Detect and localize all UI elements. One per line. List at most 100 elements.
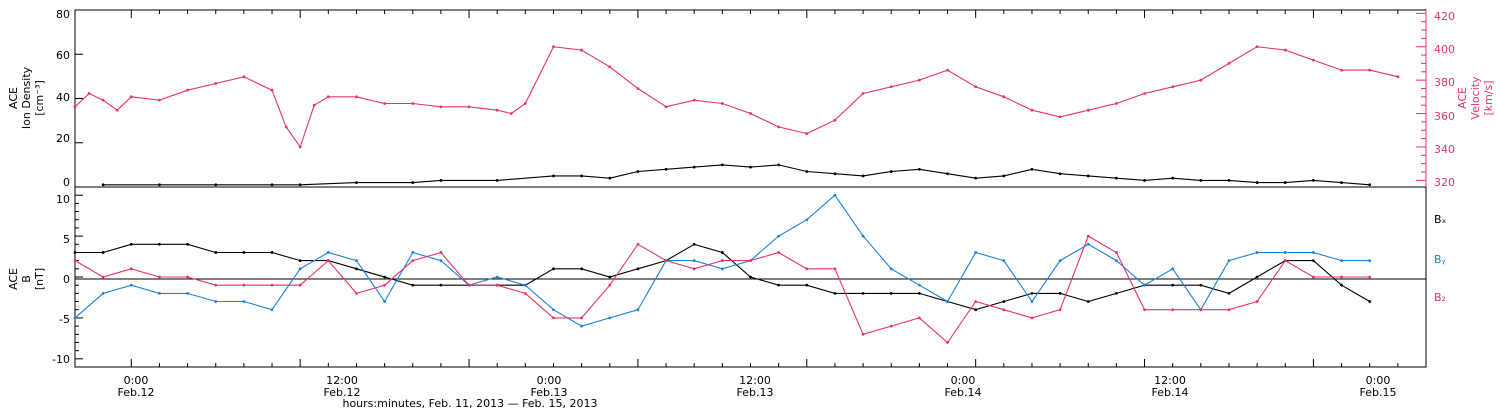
bx-point	[439, 283, 443, 287]
x-tick-time-6: 0:00	[1366, 374, 1391, 387]
ion-density-point	[298, 183, 302, 187]
velocity-point	[1171, 85, 1175, 89]
velocity-point	[946, 68, 949, 72]
bx-point	[1340, 283, 1343, 287]
bx-point	[974, 308, 978, 312]
b-tick-minus5: -5	[59, 313, 70, 326]
velocity-point	[1396, 75, 1400, 79]
bx-point	[777, 283, 781, 287]
velocity-point	[1255, 45, 1259, 49]
bz-point	[1255, 300, 1259, 303]
ion-density-point	[833, 172, 837, 176]
b-axis-line1: ACE	[7, 268, 20, 290]
bx-point	[692, 242, 696, 246]
ion-density-point	[946, 172, 949, 176]
bx-point	[608, 275, 612, 279]
ion-density-point	[917, 167, 921, 171]
by-point	[242, 300, 246, 303]
ion-density-point	[861, 174, 865, 178]
velocity-point	[833, 118, 837, 122]
bz-point	[101, 275, 105, 279]
by-point	[355, 259, 358, 263]
velocity-point	[917, 78, 921, 82]
ion-density-point	[1030, 167, 1034, 171]
velocity-tick-360: 360	[1434, 110, 1455, 123]
bz-point	[158, 275, 161, 279]
by-point	[1368, 259, 1372, 263]
by-point	[270, 308, 274, 312]
bx-point	[411, 283, 415, 287]
velocity-point	[1002, 95, 1006, 99]
velocity-point	[636, 87, 640, 90]
velocity-point	[242, 75, 246, 79]
velocity-tick-labels: 420 400 380 360 340 320	[1434, 10, 1455, 189]
x-tick-date-2: Feb.13	[531, 386, 568, 399]
x-tick-date-5: Feb.14	[1152, 386, 1189, 399]
velocity-point	[214, 82, 218, 85]
by-point	[214, 300, 218, 303]
velocity-point	[1030, 108, 1034, 112]
b-axis-title: ACE B [nT]	[7, 268, 46, 290]
by-point	[805, 218, 809, 222]
velocity-point	[1312, 58, 1315, 62]
bz-point	[439, 251, 443, 254]
by-point	[1227, 259, 1231, 263]
velocity-point	[1114, 102, 1118, 105]
bz-point	[298, 283, 302, 287]
ion-density-point	[411, 181, 415, 184]
ion-density-point	[1086, 174, 1090, 178]
by-point	[495, 275, 499, 279]
density-axis-line2: Ion Density	[20, 66, 33, 129]
velocity-point	[974, 85, 978, 89]
velocity-point	[355, 95, 358, 99]
bz-point	[580, 316, 584, 320]
by-point	[383, 300, 387, 303]
velocity-point	[749, 112, 752, 115]
velocity-point	[889, 85, 893, 89]
bz-point	[974, 300, 978, 303]
bx-point	[186, 242, 189, 246]
ion-density-point	[692, 165, 696, 169]
legend-bx: Bₓ	[1434, 213, 1447, 226]
ion-density-point	[1255, 181, 1259, 184]
bz-point	[552, 316, 555, 320]
by-point	[833, 193, 837, 197]
bx-point	[214, 251, 218, 254]
bx-point	[833, 291, 837, 295]
bz-point	[326, 259, 330, 263]
velocity-point	[861, 92, 865, 95]
velocity-point	[1227, 62, 1231, 65]
by-point	[1114, 259, 1118, 263]
velocity-point	[1283, 48, 1287, 52]
x-tick-time-1: 12:00	[326, 374, 358, 387]
bx-point	[270, 251, 274, 254]
bz-point	[73, 259, 77, 263]
ion-density-point	[214, 183, 218, 187]
bx-point	[861, 291, 865, 295]
velocity-tick-340: 340	[1434, 143, 1455, 156]
velocity-tick-420: 420	[1434, 10, 1455, 23]
bx-point	[889, 291, 893, 295]
legend-by: Bᵧ	[1434, 253, 1446, 266]
bz-point	[411, 259, 415, 263]
bx-point	[636, 267, 640, 271]
bx-point	[917, 291, 921, 295]
bx-point	[129, 242, 133, 246]
by-point	[186, 291, 189, 295]
by-point	[861, 234, 865, 238]
velocity-point	[411, 102, 415, 105]
ion-density-point	[889, 170, 893, 173]
velocity-point	[270, 88, 274, 92]
by-point	[720, 267, 724, 271]
bz-point	[1368, 275, 1372, 279]
bx-point	[1058, 291, 1062, 295]
velocity-point	[664, 105, 668, 109]
ion-density-point	[439, 178, 443, 182]
bz-point	[1171, 308, 1175, 312]
density-tick-80: 80	[56, 8, 70, 21]
by-point	[1283, 251, 1287, 254]
velocity-point	[523, 102, 527, 105]
bz-point	[467, 283, 471, 287]
x-axis-title: hours:minutes, Feb. 11, 2013 — Feb. 15, …	[342, 397, 597, 410]
